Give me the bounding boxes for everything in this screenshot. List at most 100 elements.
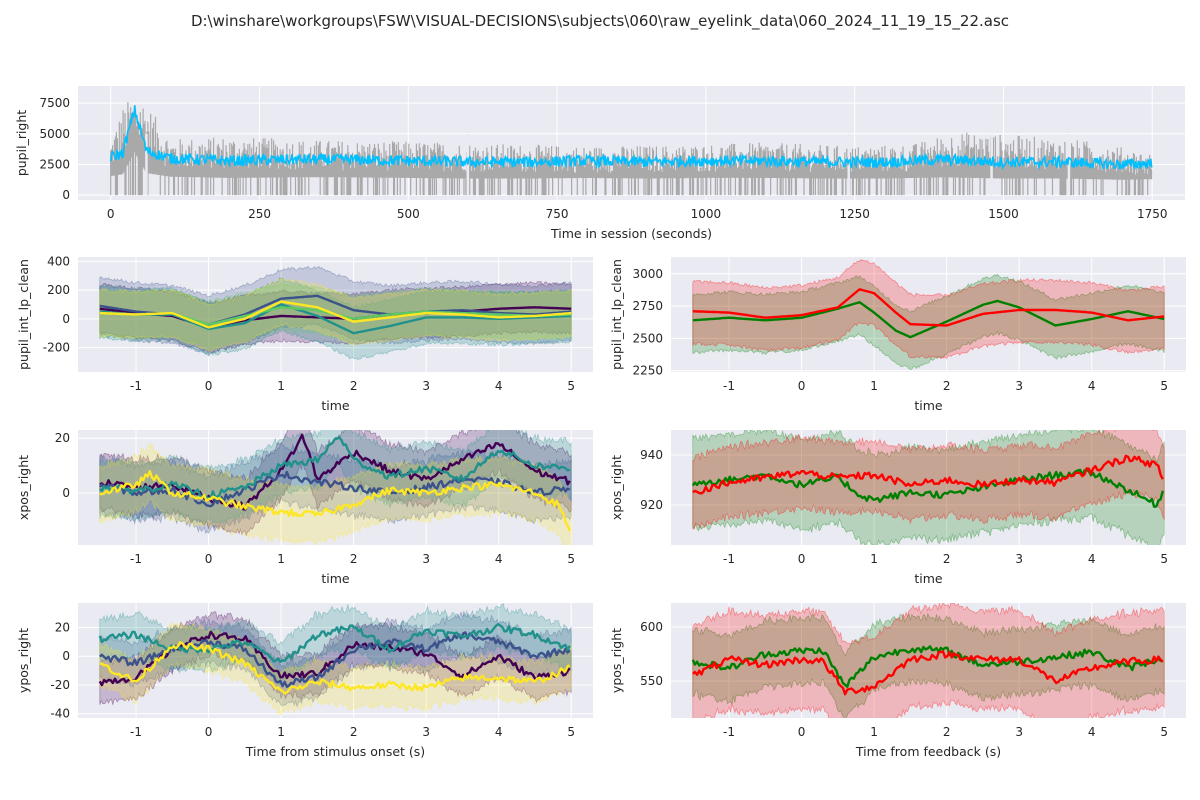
x-tick-label: 0 [107,207,115,221]
figure-title: D:\winshare\workgroups\FSW\VISUAL-DECISI… [190,12,1010,30]
series-line [99,300,572,329]
plot-background [671,430,1186,545]
x-tick-label: -1 [723,379,735,393]
x-tick-label: 5 [567,725,575,739]
chart-ypos_stim: -1 0 1 2 3 4 5 -40 -20 0 20 Time from stimulus onse… [16,603,593,759]
x-tick-label: -1 [723,552,735,566]
y-tick-label: 0 [62,486,70,500]
x-tick-label: 2 [943,725,951,739]
y-tick-label: -200 [43,341,70,355]
series-line [692,288,1165,327]
x-tick-label: 4 [495,552,503,566]
y-tick-label: 2250 [632,364,663,378]
x-tick-label: 0 [205,379,213,393]
x-tick-label: 0 [798,552,806,566]
y-tick-label: 2500 [632,331,663,345]
x-tick-label: 1250 [839,207,870,221]
x-tick-label: 1 [870,725,878,739]
series-line [691,645,1163,688]
y-tick-label: 0 [62,312,70,326]
series-line [98,436,571,500]
x-tick-label: 4 [1088,552,1096,566]
series-band [99,603,572,686]
y-tick-label: 0 [62,188,70,202]
chart-ypos_fb: -1 0 1 2 3 4 5 550 600 Time from feedback (s) ypos… [609,603,1186,759]
chart-pupil_fb: -1 0 1 2 3 4 5 2250 2500 2750 3000 time pupil_int_lp… [609,257,1186,413]
y-tick-label: 550 [640,674,663,688]
x-tick-label: 1 [277,552,285,566]
y-axis-label: pupil_int_lp_clean [609,259,624,370]
x-tick-label: -1 [723,725,735,739]
x-tick-label: 0 [205,552,213,566]
x-tick-label: 0 [798,725,806,739]
x-tick-label: 1750 [1137,207,1168,221]
series-line [99,433,571,511]
x-tick-label: 3 [422,725,430,739]
series-band [692,612,1165,718]
series-line [691,468,1164,508]
x-tick-label: 5 [1160,379,1168,393]
y-tick-label: 200 [47,283,70,297]
chart-pupil_stim: -1 0 1 2 3 4 5 -200 0 200 400 time pupil_int_lp_clea… [16,254,593,413]
y-tick-label: 20 [55,431,70,445]
x-tick-label: 3 [422,552,430,566]
x-tick-label: 750 [546,207,569,221]
series-band [692,430,1165,530]
series-line [692,454,1164,495]
x-axis-label: Time from feedback (s) [855,744,1001,759]
x-tick-label: 1 [870,379,878,393]
series-line [99,470,571,532]
x-tick-label: 2 [350,379,358,393]
chart-xpos_stim: -1 0 1 2 3 4 5 0 20 time xpos_right [16,430,593,586]
y-tick-label: 20 [55,620,70,634]
y-tick-label: 0 [62,649,70,663]
y-axis-label: pupil_right [14,110,29,176]
x-tick-label: 5 [1160,552,1168,566]
chart-xpos_fb: -1 0 1 2 3 4 5 920 940 time xpos_right [609,430,1186,586]
series-line [692,299,1165,339]
y-axis-label: ypos_right [16,628,31,693]
y-tick-label: 5000 [39,127,70,141]
x-tick-label: 4 [1088,379,1096,393]
x-tick-label: 2 [350,725,358,739]
series-band [692,603,1165,718]
x-tick-label: 1500 [988,207,1019,221]
x-axis-label: Time in session (seconds) [550,226,712,241]
series-band [99,443,572,545]
x-tick-label: 0 [205,725,213,739]
x-tick-label: -1 [130,379,142,393]
series-line [99,641,571,695]
x-tick-label: 0 [798,379,806,393]
x-tick-label: 3 [1015,379,1023,393]
x-tick-label: 2 [943,379,951,393]
x-tick-label: 3 [422,379,430,393]
y-axis-label: xpos_right [609,455,624,520]
y-tick-label: 7500 [39,96,70,110]
x-tick-label: -1 [130,725,142,739]
y-tick-label: -20 [50,678,70,692]
x-tick-label: 1 [277,725,285,739]
smoothed-pupil-series [109,105,1153,171]
y-tick-label: 920 [640,498,663,512]
y-tick-label: 940 [640,448,663,462]
x-tick-label: 3 [1015,725,1023,739]
x-tick-label: 1 [870,552,878,566]
y-tick-label: 600 [640,620,663,634]
y-tick-label: 400 [47,254,70,268]
x-tick-label: 5 [1160,725,1168,739]
series-band [692,430,1165,545]
x-tick-label: 500 [397,207,420,221]
x-tick-label: 1 [277,379,285,393]
x-axis-label: time [321,398,350,413]
x-tick-label: 4 [1088,725,1096,739]
x-axis-label: time [321,571,350,586]
y-tick-label: 2500 [39,157,70,171]
x-tick-label: 4 [495,379,503,393]
y-tick-label: 3000 [632,267,663,281]
x-tick-label: 3 [1015,552,1023,566]
chart-session: 0 250 500 750 1000 1250 1500 1750 0 2500 5000 7500 T… [14,86,1185,241]
series-line [99,303,572,335]
y-axis-label: ypos_right [609,628,624,693]
